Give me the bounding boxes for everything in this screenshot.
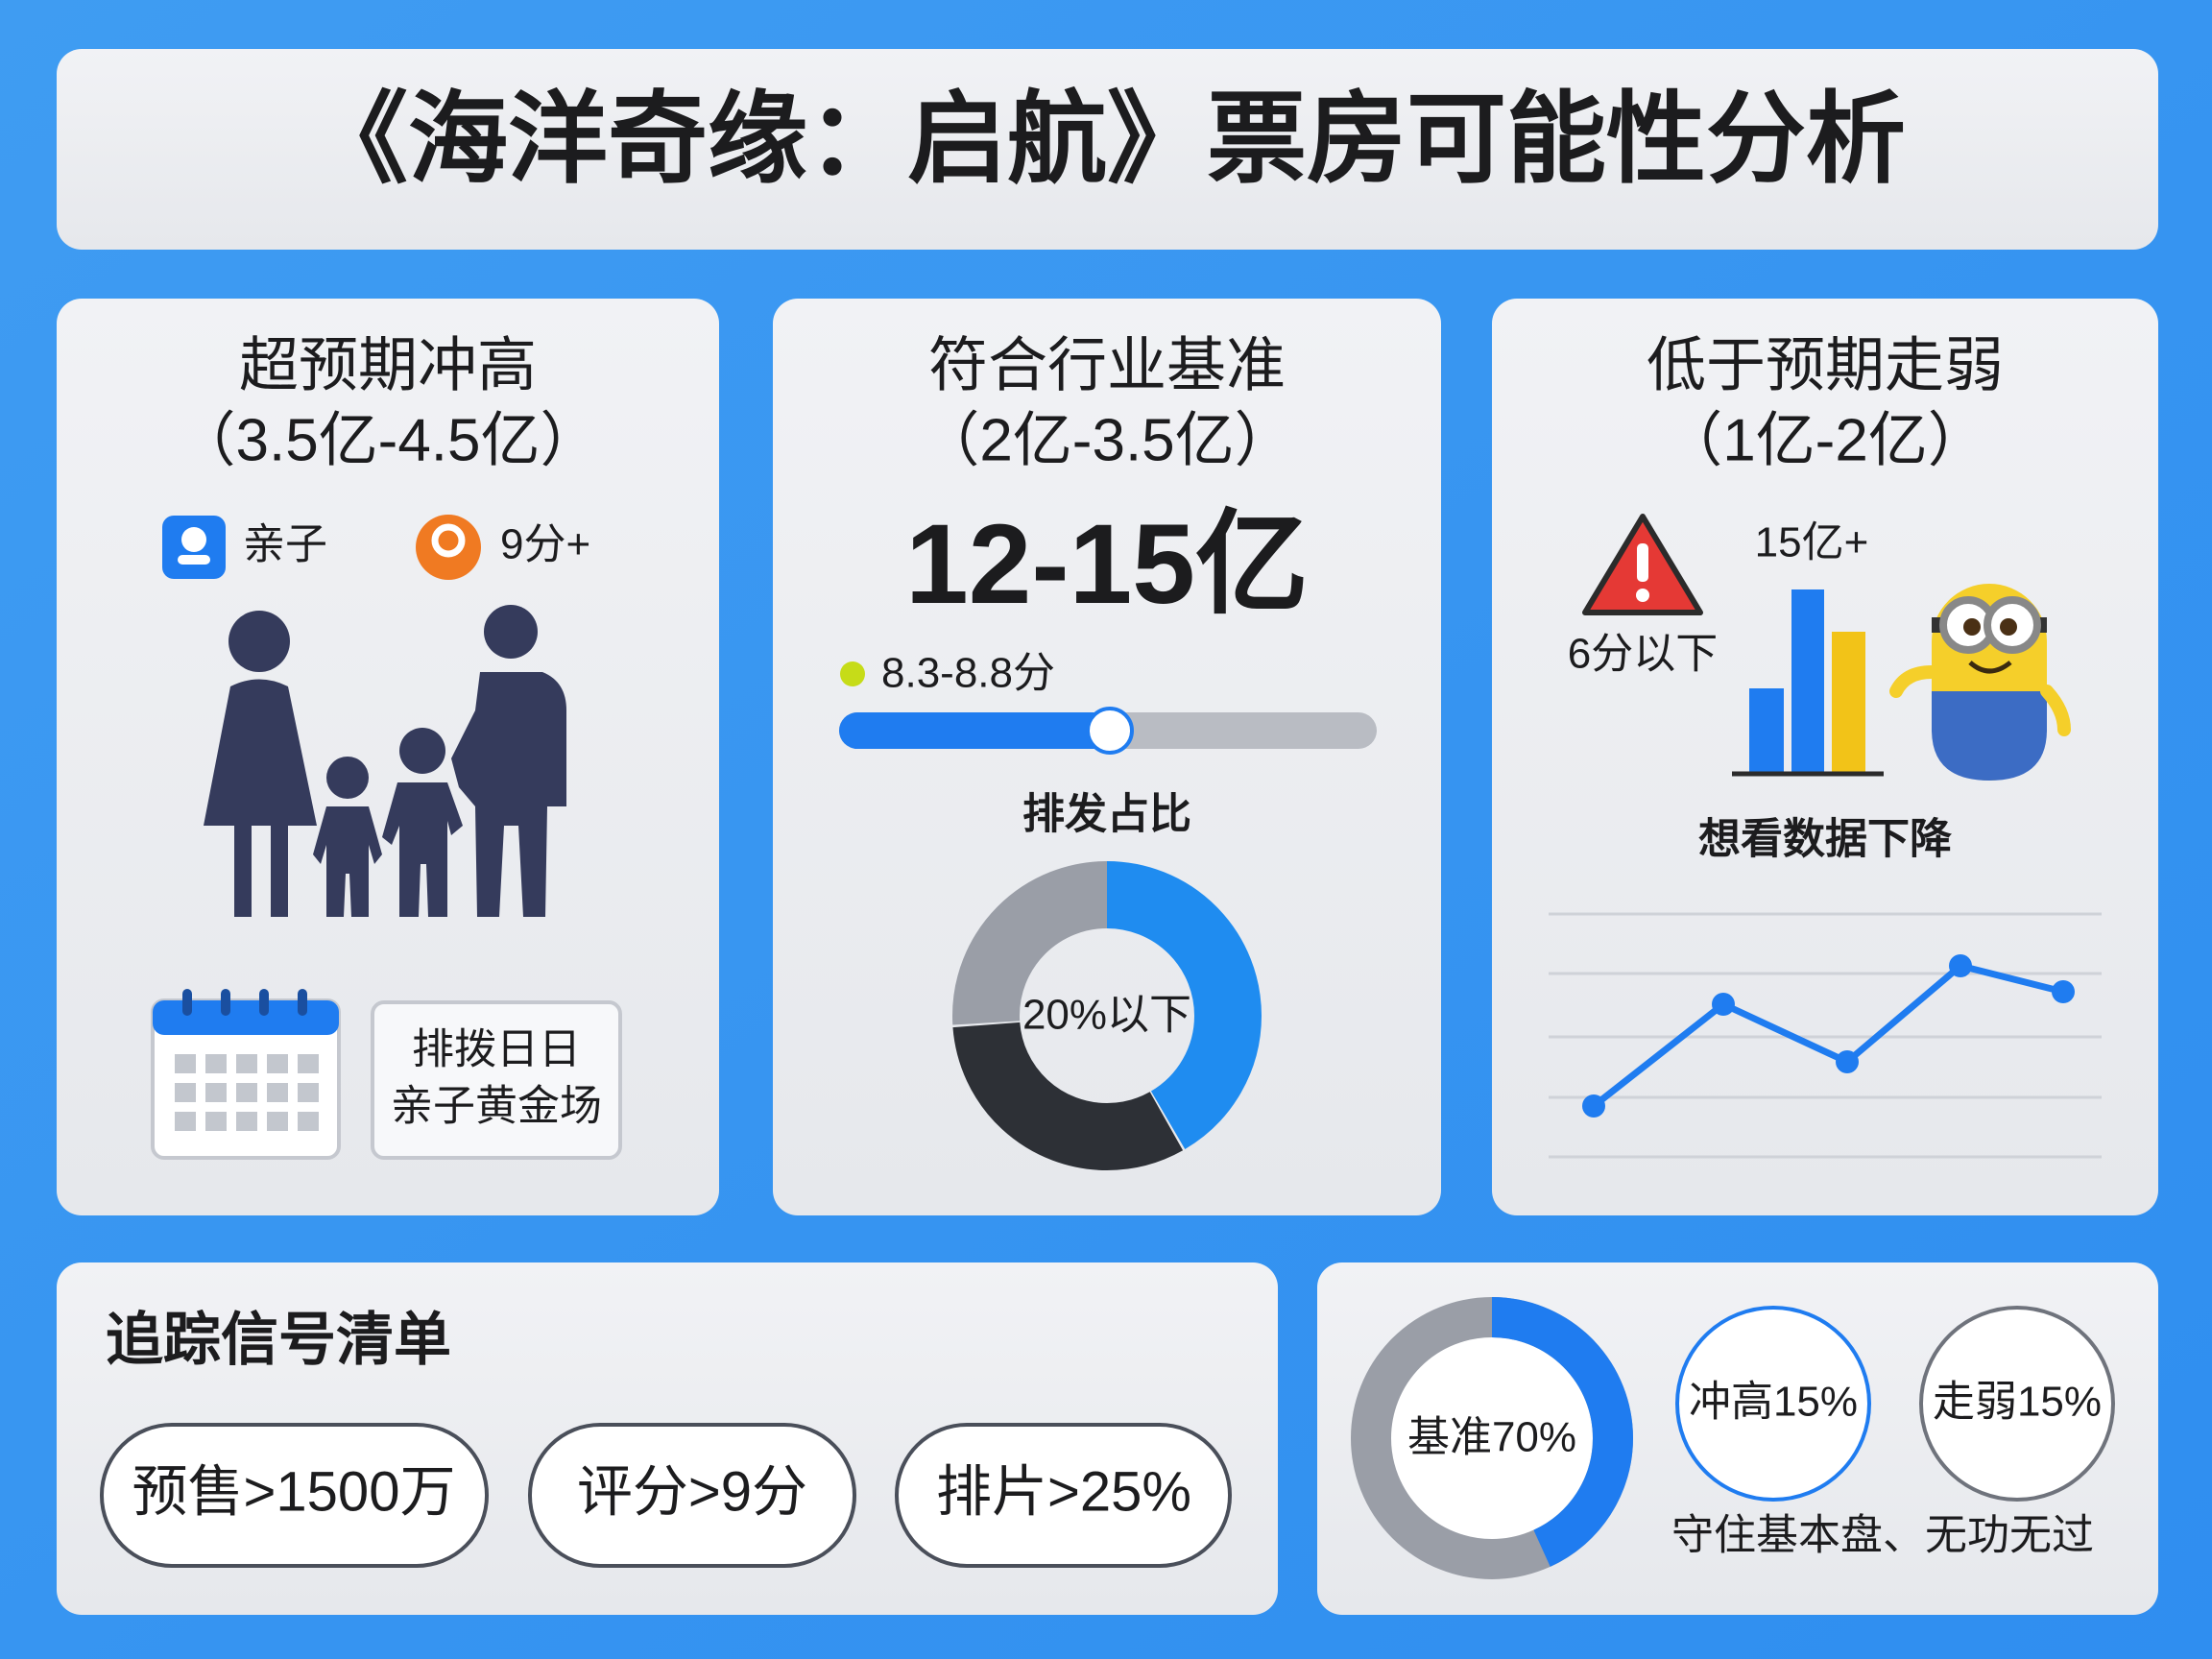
scenario-range: （2亿-3.5亿） xyxy=(920,407,1293,473)
signal-item: 评分>9分 xyxy=(577,1460,807,1523)
cell xyxy=(175,1054,196,1073)
cell xyxy=(175,1083,196,1102)
donut-segment xyxy=(952,861,1262,1170)
trend-points xyxy=(1582,954,2075,1118)
cell xyxy=(298,1112,319,1131)
minion-arm xyxy=(1889,665,1938,698)
cell xyxy=(205,1083,227,1102)
signal-pill xyxy=(528,1423,856,1568)
signal-item: 预售>1500万 xyxy=(132,1460,456,1523)
trend-point xyxy=(1836,1050,1859,1073)
minion-mouth xyxy=(1968,661,2012,674)
donut-center-label: 20%以下 xyxy=(1022,992,1191,1039)
summary-circle-label: 冲高15% xyxy=(1689,1379,1858,1426)
cell xyxy=(236,1083,257,1102)
note-line: 亲子黄金场 xyxy=(391,1083,602,1130)
calendar-grid xyxy=(175,1054,319,1131)
scenario-title: 超预期冲高 xyxy=(239,332,537,398)
cell xyxy=(205,1112,227,1131)
trend-point xyxy=(1949,954,1972,977)
donut-segment xyxy=(952,861,1262,1170)
donut-center-label: 基准70% xyxy=(1407,1414,1576,1461)
cell xyxy=(236,1054,257,1073)
ring xyxy=(298,989,307,1016)
person-head xyxy=(228,611,290,672)
trend-point xyxy=(1712,993,1735,1016)
slider-knob xyxy=(1086,707,1134,755)
icon-glyph xyxy=(181,527,206,552)
tag: 9分+ xyxy=(500,521,590,568)
person-head xyxy=(484,605,538,659)
donut-segment xyxy=(1351,1297,1633,1579)
page-title: 《海洋奇缘：启航》票房可能性分析 xyxy=(308,84,1906,195)
headline: 12-15亿 xyxy=(905,501,1309,628)
trend-point xyxy=(1582,1094,1605,1118)
title-card xyxy=(57,49,2158,250)
person-body xyxy=(451,672,566,917)
scenario-range: （3.5亿-4.5亿） xyxy=(176,407,599,473)
cell xyxy=(267,1112,288,1131)
note-line: 排拨日日 xyxy=(412,1026,581,1073)
illustration-bar xyxy=(1832,632,1865,773)
person-body xyxy=(204,679,317,917)
illustration-bar xyxy=(1791,589,1824,773)
cell xyxy=(175,1112,196,1131)
cell xyxy=(267,1083,288,1102)
panel xyxy=(1492,299,2158,1215)
signals-title: 追踪信号清单 xyxy=(106,1308,451,1372)
trend-point xyxy=(2052,980,2075,1003)
scenario-title: 低于预期走弱 xyxy=(1647,332,2004,398)
signal-pill xyxy=(895,1423,1232,1568)
score-label: 8.3-8.8分 xyxy=(881,650,1055,697)
cell xyxy=(205,1054,227,1073)
cell xyxy=(236,1112,257,1131)
summary-circle xyxy=(1675,1306,1871,1502)
ring xyxy=(259,989,269,1016)
icon-glyph xyxy=(431,523,466,558)
cell xyxy=(267,1054,288,1073)
summary-circle-label: 走弱15% xyxy=(1933,1379,2102,1426)
minion-arm xyxy=(2040,685,2071,736)
share-label: 排发占比 xyxy=(1022,791,1191,838)
rating-icon xyxy=(416,515,481,580)
ring xyxy=(221,989,230,1016)
score-dot xyxy=(840,661,865,686)
summary-circle xyxy=(1919,1306,2115,1502)
minion-eye xyxy=(1963,618,1981,636)
calendar-rings xyxy=(182,989,307,1016)
slider-fill xyxy=(839,712,1118,749)
ring xyxy=(182,989,192,1016)
cell xyxy=(298,1054,319,1073)
bar-label: 15亿+ xyxy=(1755,519,1869,566)
note-box xyxy=(371,1000,622,1160)
warning-label: 6分以下 xyxy=(1568,631,1718,678)
person-body xyxy=(382,782,463,917)
cell xyxy=(298,1083,319,1102)
icon-glyph xyxy=(1637,543,1648,582)
person-body xyxy=(313,806,382,917)
icon-glyph xyxy=(1636,589,1649,602)
scenario-range: （1亿-2亿） xyxy=(1663,407,1987,473)
signal-pill xyxy=(100,1423,489,1568)
trend-grid xyxy=(1549,912,2102,1159)
icon-glyph xyxy=(178,555,210,565)
trend-label: 想看数据下降 xyxy=(1698,816,1952,863)
minion-overalls xyxy=(1932,691,2047,781)
signal-item: 排片>25% xyxy=(936,1460,1191,1523)
summary-note: 守住基本盘、无功无过 xyxy=(1671,1512,2094,1559)
person-head xyxy=(399,728,445,774)
minion-eye xyxy=(2000,618,2017,636)
person-head xyxy=(326,757,369,799)
calendar-header xyxy=(153,1000,339,1035)
share-donut xyxy=(952,861,1262,1170)
family-illustration xyxy=(204,605,566,917)
minion xyxy=(1889,584,2071,781)
scenario-title: 符合行业基准 xyxy=(928,332,1286,398)
tag: 亲子 xyxy=(243,521,327,568)
panel xyxy=(773,299,1441,1215)
illustration-bar xyxy=(1749,688,1784,773)
